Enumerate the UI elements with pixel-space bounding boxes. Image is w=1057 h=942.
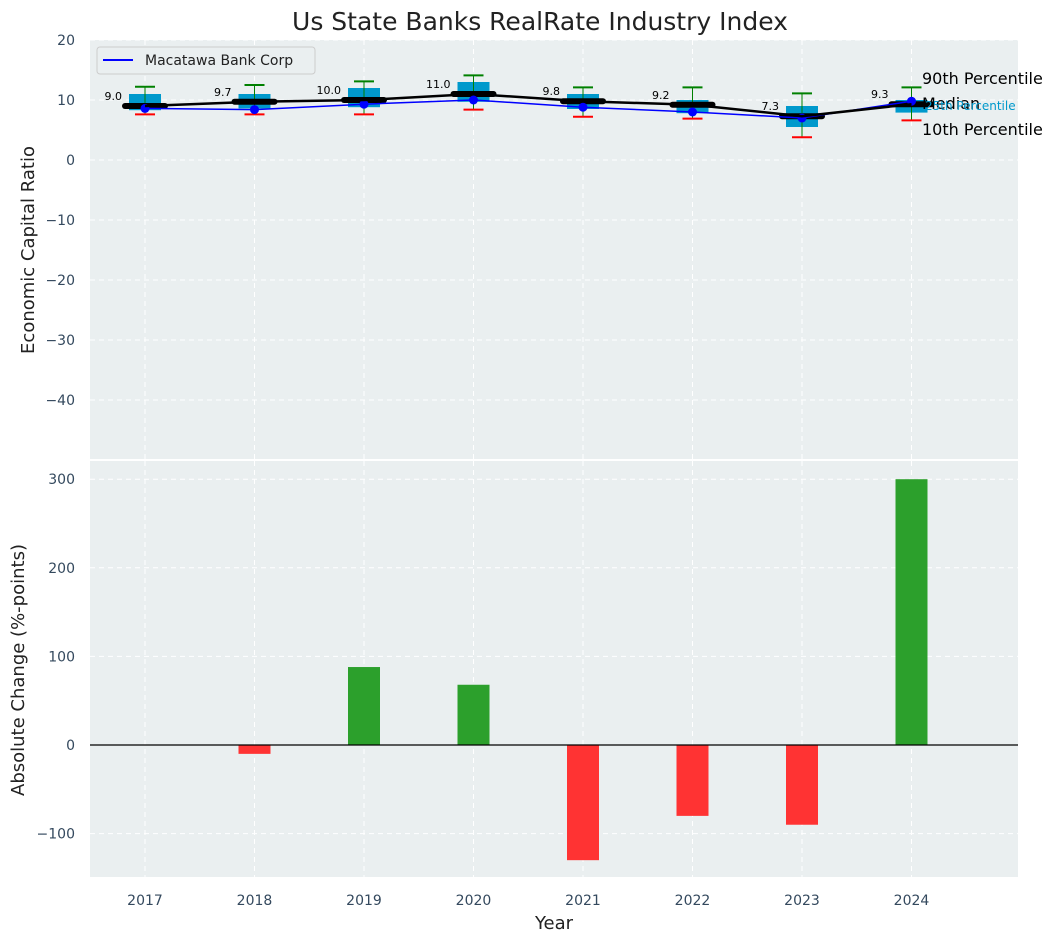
median-line [144,92,912,118]
bottom-y-tick-label: 300 [48,472,75,488]
change-bar [238,745,271,754]
top-y-tick-label: −20 [45,273,75,289]
change-bar [895,479,928,745]
macatawa-point [578,102,588,112]
top-y-tick-label: 10 [57,93,75,109]
annotation-25th: 25th Percentile [925,99,1016,113]
bottom-y-axis-label: Absolute Change (%-points) [8,544,29,796]
x-tick-label: 2017 [127,893,163,909]
macatawa-line [144,99,912,119]
bottom-y-tick-label: 200 [48,561,75,577]
legend: Macatawa Bank Corp [96,46,316,75]
change-bar [567,745,599,861]
macatawa-point [688,107,697,117]
x-tick-label: 2018 [237,893,273,909]
legend-box [96,46,316,75]
annotation-10th: 10th Percentile [922,120,1043,139]
macatawa-point [469,95,478,105]
macatawa-point [250,105,259,115]
median-data-labels: 9.0 9.7 10.0 11.0 9.8 9.2 7.3 9.3 [105,78,889,113]
change-bars [238,479,928,861]
top-y-tick-label: −10 [45,213,75,229]
bottom-plot-area [90,461,1018,877]
top-y-tick-label: −30 [45,333,75,349]
x-tick-label: 2023 [784,893,820,909]
annotation-median: Median [922,94,980,113]
series-lines [140,92,916,123]
bottom-y-tick-label: 0 [66,738,75,754]
macatawa-point [359,99,369,109]
x-tick-label: 2021 [565,893,601,909]
median-data-label: 7.3 [762,100,780,113]
x-tick-label: 2022 [675,893,711,909]
annotation-90th: 90th Percentile [922,69,1043,88]
change-bar [786,745,818,825]
x-tick-label: 2024 [894,893,930,909]
bottom-y-tick-label: −100 [37,827,75,843]
x-axis-label: Year [534,913,574,934]
median-data-label: 9.8 [543,85,561,98]
median-data-label: 9.7 [214,86,232,99]
median-data-label: 9.2 [652,89,670,102]
x-tick-label: 2019 [346,893,382,909]
top-y-tick-labels: 20 10 0 −10 −20 −30 −40 [45,33,75,409]
x-tick-labels: 2017 2018 2019 2020 2021 2022 2023 2024 [127,893,929,909]
median-data-label: 9.0 [105,90,123,103]
x-tick-label: 2020 [456,893,492,909]
change-bar [457,684,490,745]
change-bar [676,745,709,816]
top-y-axis-label: Economic Capital Ratio [18,146,39,354]
change-bar [348,667,380,745]
top-y-tick-label: −40 [45,393,75,409]
bottom-y-tick-labels: 300 200 100 0 −100 [37,472,75,842]
median-data-label: 9.3 [871,88,889,101]
bottom-y-tick-label: 100 [48,649,75,665]
chart-title: Us State Banks RealRate Industry Index [292,7,788,36]
median-data-label: 10.0 [317,84,342,97]
top-y-tick-label: 0 [66,153,75,169]
median-data-label: 11.0 [426,78,451,91]
legend-label-macatawa: Macatawa Bank Corp [145,53,293,69]
top-y-tick-label: 20 [57,33,75,49]
